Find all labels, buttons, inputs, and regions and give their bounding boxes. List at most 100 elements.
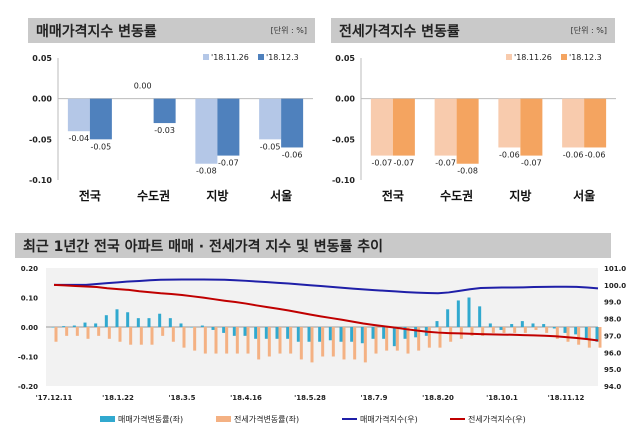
trend-bar-jeonse xyxy=(139,327,143,345)
trend-bar-sale xyxy=(136,318,140,327)
trend-bar-jeonse xyxy=(257,327,261,360)
trend-ytick-left: 0.10 xyxy=(21,295,38,303)
jeonse-bar xyxy=(520,98,543,156)
trend-bar-sale xyxy=(318,327,322,342)
sale-ytick: 0.00 xyxy=(32,95,52,104)
trend-xtick: '18.5.28 xyxy=(294,394,326,402)
trend-bar-sale xyxy=(542,324,546,327)
jeonse-bar xyxy=(392,98,415,156)
trend-legend-swatch xyxy=(216,416,231,422)
trend-xtick: '18.11.12 xyxy=(548,394,585,402)
trend-bar-jeonse xyxy=(438,327,442,348)
trend-bar-jeonse xyxy=(150,327,154,345)
trend-bar-sale xyxy=(350,327,354,342)
trend-bar-jeonse xyxy=(577,327,581,345)
trend-ytick-right: 94.0 xyxy=(604,383,621,391)
sale-data-label: -0.07 xyxy=(218,159,239,168)
jeonse-ytick: 0.00 xyxy=(335,95,355,104)
trend-bar-sale xyxy=(499,327,503,330)
trend-bar-jeonse xyxy=(491,327,495,333)
jeonse-data-label: -0.07 xyxy=(372,159,393,168)
sale-data-label: -0.06 xyxy=(282,150,303,159)
trend-ytick-right: 97.0 xyxy=(604,332,621,340)
trend-bar-jeonse xyxy=(97,327,101,336)
jeonse-legend-label: '18.11.26 xyxy=(514,53,552,62)
trend-line-jeonse-index xyxy=(53,283,599,342)
jeonse-ytick: 0.05 xyxy=(335,54,355,63)
jeonse-ytick: -0.10 xyxy=(332,176,355,185)
trend-bar-jeonse xyxy=(310,327,314,363)
trend-bar-jeonse xyxy=(107,327,111,339)
trend-bar-jeonse xyxy=(417,327,421,351)
sale-bar xyxy=(217,98,240,156)
trend-xtick: '18.10.1 xyxy=(486,394,518,402)
trend-bar-jeonse xyxy=(342,327,346,360)
trend-bar-sale xyxy=(94,323,98,327)
sale-legend-swatch xyxy=(203,54,209,60)
trend-xtick: '18.8.20 xyxy=(422,394,454,402)
trend-bar-jeonse xyxy=(214,327,218,354)
trend-bar-sale xyxy=(115,309,119,327)
trend-bar-sale xyxy=(595,327,599,342)
trend-bar-jeonse xyxy=(385,327,389,351)
jeonse-category-label: 수도권 xyxy=(440,189,473,203)
trend-bar-jeonse xyxy=(75,327,79,336)
trend-legend-label: 매매가격지수(우) xyxy=(360,414,418,424)
trend-bar-jeonse xyxy=(299,327,303,360)
jeonse-category-label: 서울 xyxy=(573,188,595,203)
sale-panel-unit: [단위 : %] xyxy=(270,26,307,35)
jeonse-data-label: -0.07 xyxy=(394,159,415,168)
trend-bar-jeonse xyxy=(65,327,69,336)
trend-bar-sale xyxy=(296,327,300,342)
trend-bar-jeonse xyxy=(470,327,474,336)
trend-bar-jeonse xyxy=(587,327,591,348)
sale-legend-swatch xyxy=(258,54,264,60)
trend-bar-sale xyxy=(51,327,55,328)
trend-xtick: '18.4.16 xyxy=(230,394,262,402)
trend-bar-sale xyxy=(403,327,407,339)
sale-bar xyxy=(67,98,90,132)
trend-ytick-right: 98.0 xyxy=(604,316,621,324)
sale-category-label: 서울 xyxy=(270,188,292,203)
jeonse-category-label: 지방 xyxy=(509,188,531,203)
sale-data-label: -0.04 xyxy=(69,134,90,143)
sale-panel-header: 매매가격지수 변동률 [단위 : %] xyxy=(28,18,315,43)
trend-bar-sale xyxy=(563,327,567,333)
jeonse-data-label: -0.08 xyxy=(457,167,478,176)
trend-bar-jeonse xyxy=(363,327,367,363)
trend-bar-jeonse xyxy=(406,327,410,354)
trend-bar-sale xyxy=(307,327,311,342)
trend-bar-jeonse xyxy=(235,327,239,354)
trend-bar-sale xyxy=(467,297,471,327)
trend-bar-sale xyxy=(552,327,556,329)
trend-bar-sale xyxy=(328,327,332,341)
trend-bar-jeonse xyxy=(225,327,229,354)
trend-bar-jeonse xyxy=(118,327,122,342)
trend-bar-sale xyxy=(275,327,279,339)
trend-bar-jeonse xyxy=(427,327,431,348)
trend-legend-label: 전세가격지수(우) xyxy=(468,414,526,424)
trend-ytick-left: 0.00 xyxy=(21,324,38,332)
trend-bar-jeonse xyxy=(449,327,453,342)
trend-bar-jeonse xyxy=(545,327,549,333)
sale-bar xyxy=(281,98,304,148)
trend-bar-sale xyxy=(382,327,386,339)
trend-bar-sale xyxy=(147,318,151,327)
trend-bar-jeonse xyxy=(193,327,197,351)
sale-category-label: 수도권 xyxy=(137,189,170,203)
trend-bar-jeonse xyxy=(481,327,485,336)
sale-category-label: 지방 xyxy=(206,188,228,203)
trend-bar-jeonse xyxy=(246,327,250,354)
trend-bar-jeonse xyxy=(331,327,335,357)
trend-bar-sale xyxy=(168,318,172,327)
trend-bar-sale xyxy=(179,323,183,327)
sale-data-label: -0.05 xyxy=(260,142,281,151)
sale-data-label: 0.00 xyxy=(134,82,152,91)
trend-bar-sale xyxy=(531,323,535,327)
trend-bar-jeonse xyxy=(86,327,90,339)
trend-line-sale-index xyxy=(54,278,599,295)
trend-xtick: '17.12.11 xyxy=(36,394,73,402)
jeonse-data-label: -0.07 xyxy=(435,159,456,168)
trend-bar-sale xyxy=(158,313,162,327)
